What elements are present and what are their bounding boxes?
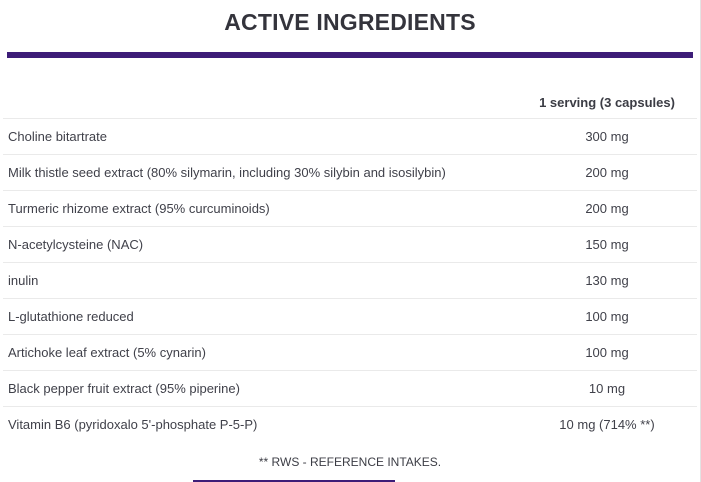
ingredient-amount: 150 mg [585, 237, 629, 252]
ingredient-name: Artichoke leaf extract (5% cynarin) [8, 345, 206, 360]
ingredient-amount: 200 mg [585, 201, 629, 216]
table-row: Artichoke leaf extract (5% cynarin) 100 … [3, 334, 697, 370]
table-row: Turmeric rhizome extract (95% curcuminoi… [3, 190, 697, 226]
ingredients-table: 1 serving (3 capsules) Choline bitartrat… [3, 58, 697, 442]
table-row: inulin 130 mg [3, 262, 697, 298]
ingredient-name: Choline bitartrate [8, 129, 107, 144]
ingredient-name: Turmeric rhizome extract (95% curcuminoi… [8, 201, 270, 216]
ingredient-amount: 200 mg [585, 165, 629, 180]
table-row: Vitamin B6 (pyridoxalo 5'-phosphate P-5-… [3, 406, 697, 442]
ingredient-name: Black pepper fruit extract (95% piperine… [8, 381, 240, 396]
ingredient-name: Milk thistle seed extract (80% silymarin… [8, 165, 446, 180]
table-row: L-glutathione reduced 100 mg [3, 298, 697, 334]
title-divider-bar [7, 52, 693, 58]
table-row: Milk thistle seed extract (80% silymarin… [3, 154, 697, 190]
ingredient-amount: 100 mg [585, 309, 629, 324]
ingredient-amount: 10 mg (714% **) [559, 417, 655, 432]
ingredient-amount: 130 mg [585, 273, 629, 288]
ingredient-name: N-acetylcysteine (NAC) [8, 237, 144, 252]
serving-column-header: 1 serving (3 capsules) [539, 95, 675, 110]
ingredient-name: L-glutathione reduced [8, 309, 134, 324]
next-section-bar-fragment [193, 480, 395, 482]
reference-intakes-footnote: ** RWS - REFERENCE INTAKES. [258, 455, 442, 469]
ingredient-amount: 300 mg [585, 129, 629, 144]
ingredient-amount: 100 mg [585, 345, 629, 360]
ingredient-amount: 10 mg [588, 381, 626, 396]
table-row: Choline bitartrate 300 mg [3, 118, 697, 154]
table-row: N-acetylcysteine (NAC) 150 mg [3, 226, 697, 262]
page-title: ACTIVE INGREDIENTS [224, 9, 476, 35]
table-row: Black pepper fruit extract (95% piperine… [3, 370, 697, 406]
ingredient-name: Vitamin B6 (pyridoxalo 5'-phosphate P-5-… [8, 417, 258, 432]
ingredient-name: inulin [8, 273, 39, 288]
table-header-row: 1 serving (3 capsules) [3, 58, 697, 118]
